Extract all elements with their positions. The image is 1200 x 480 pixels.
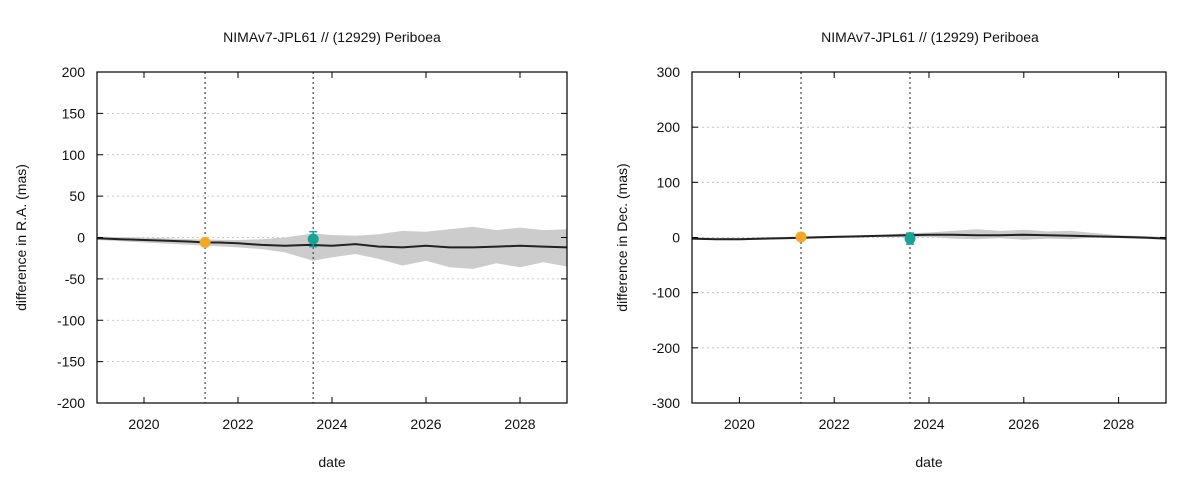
uncertainty-band	[97, 226, 567, 269]
y-axis-label: difference in R.A. (mas)	[13, 164, 29, 311]
chart-title: NIMAv7-JPL61 // (12929) Periboea	[821, 29, 1039, 45]
y-tick-label: -200	[652, 340, 680, 356]
chart-2: -300 -200 -100 0 100 200 300 2020 2022 2024 2026 20…	[614, 29, 1167, 470]
observation-point	[904, 233, 916, 245]
y-tick-label: -150	[57, 354, 85, 370]
x-tick-label: 2020	[724, 416, 755, 432]
y-tick-label: 100	[657, 174, 681, 190]
x-tick-label: 2022	[222, 416, 253, 432]
observation-point	[795, 231, 807, 243]
y-tick-label: -300	[652, 395, 680, 411]
y-tick-label: 150	[62, 105, 86, 121]
x-tick-label: 2028	[1103, 416, 1134, 432]
x-tick-label: 2024	[913, 416, 944, 432]
offset-line	[692, 233, 1166, 241]
observation-point	[307, 233, 319, 245]
plot-data	[97, 72, 567, 403]
y-tick-label: -100	[57, 312, 85, 328]
y-tick-label: 300	[657, 64, 681, 80]
x-axis-label: date	[915, 454, 942, 470]
x-tick-label: 2026	[410, 416, 441, 432]
x-tick-label: 2024	[316, 416, 347, 432]
offset-line	[97, 237, 567, 249]
y-tick-label: 0	[77, 230, 85, 246]
x-tick-label: 2026	[1008, 416, 1039, 432]
chart-title: NIMAv7-JPL61 // (12929) Periboea	[223, 29, 441, 45]
y-tick-label: -100	[652, 285, 680, 301]
plot-data	[692, 72, 1166, 403]
x-axis-label: date	[318, 454, 345, 470]
chart-1: -200 -150 -100 -50 0 50 100 150 200 2020 2022 2024 2…	[13, 29, 568, 470]
x-tick-label: 2022	[819, 416, 850, 432]
y-axis-label: difference in Dec. (mas)	[614, 163, 630, 311]
x-tick-label: 2020	[128, 416, 159, 432]
y-tick-label: -50	[65, 271, 85, 287]
x-tick-label: 2028	[504, 416, 535, 432]
y-tick-label: 0	[672, 230, 680, 246]
observation-point	[199, 236, 211, 248]
y-tick-label: 100	[62, 147, 86, 163]
y-tick-label: 200	[657, 119, 681, 135]
y-tick-label: -200	[57, 395, 85, 411]
y-tick-label: 200	[62, 64, 86, 80]
y-tick-label: 50	[69, 188, 85, 204]
